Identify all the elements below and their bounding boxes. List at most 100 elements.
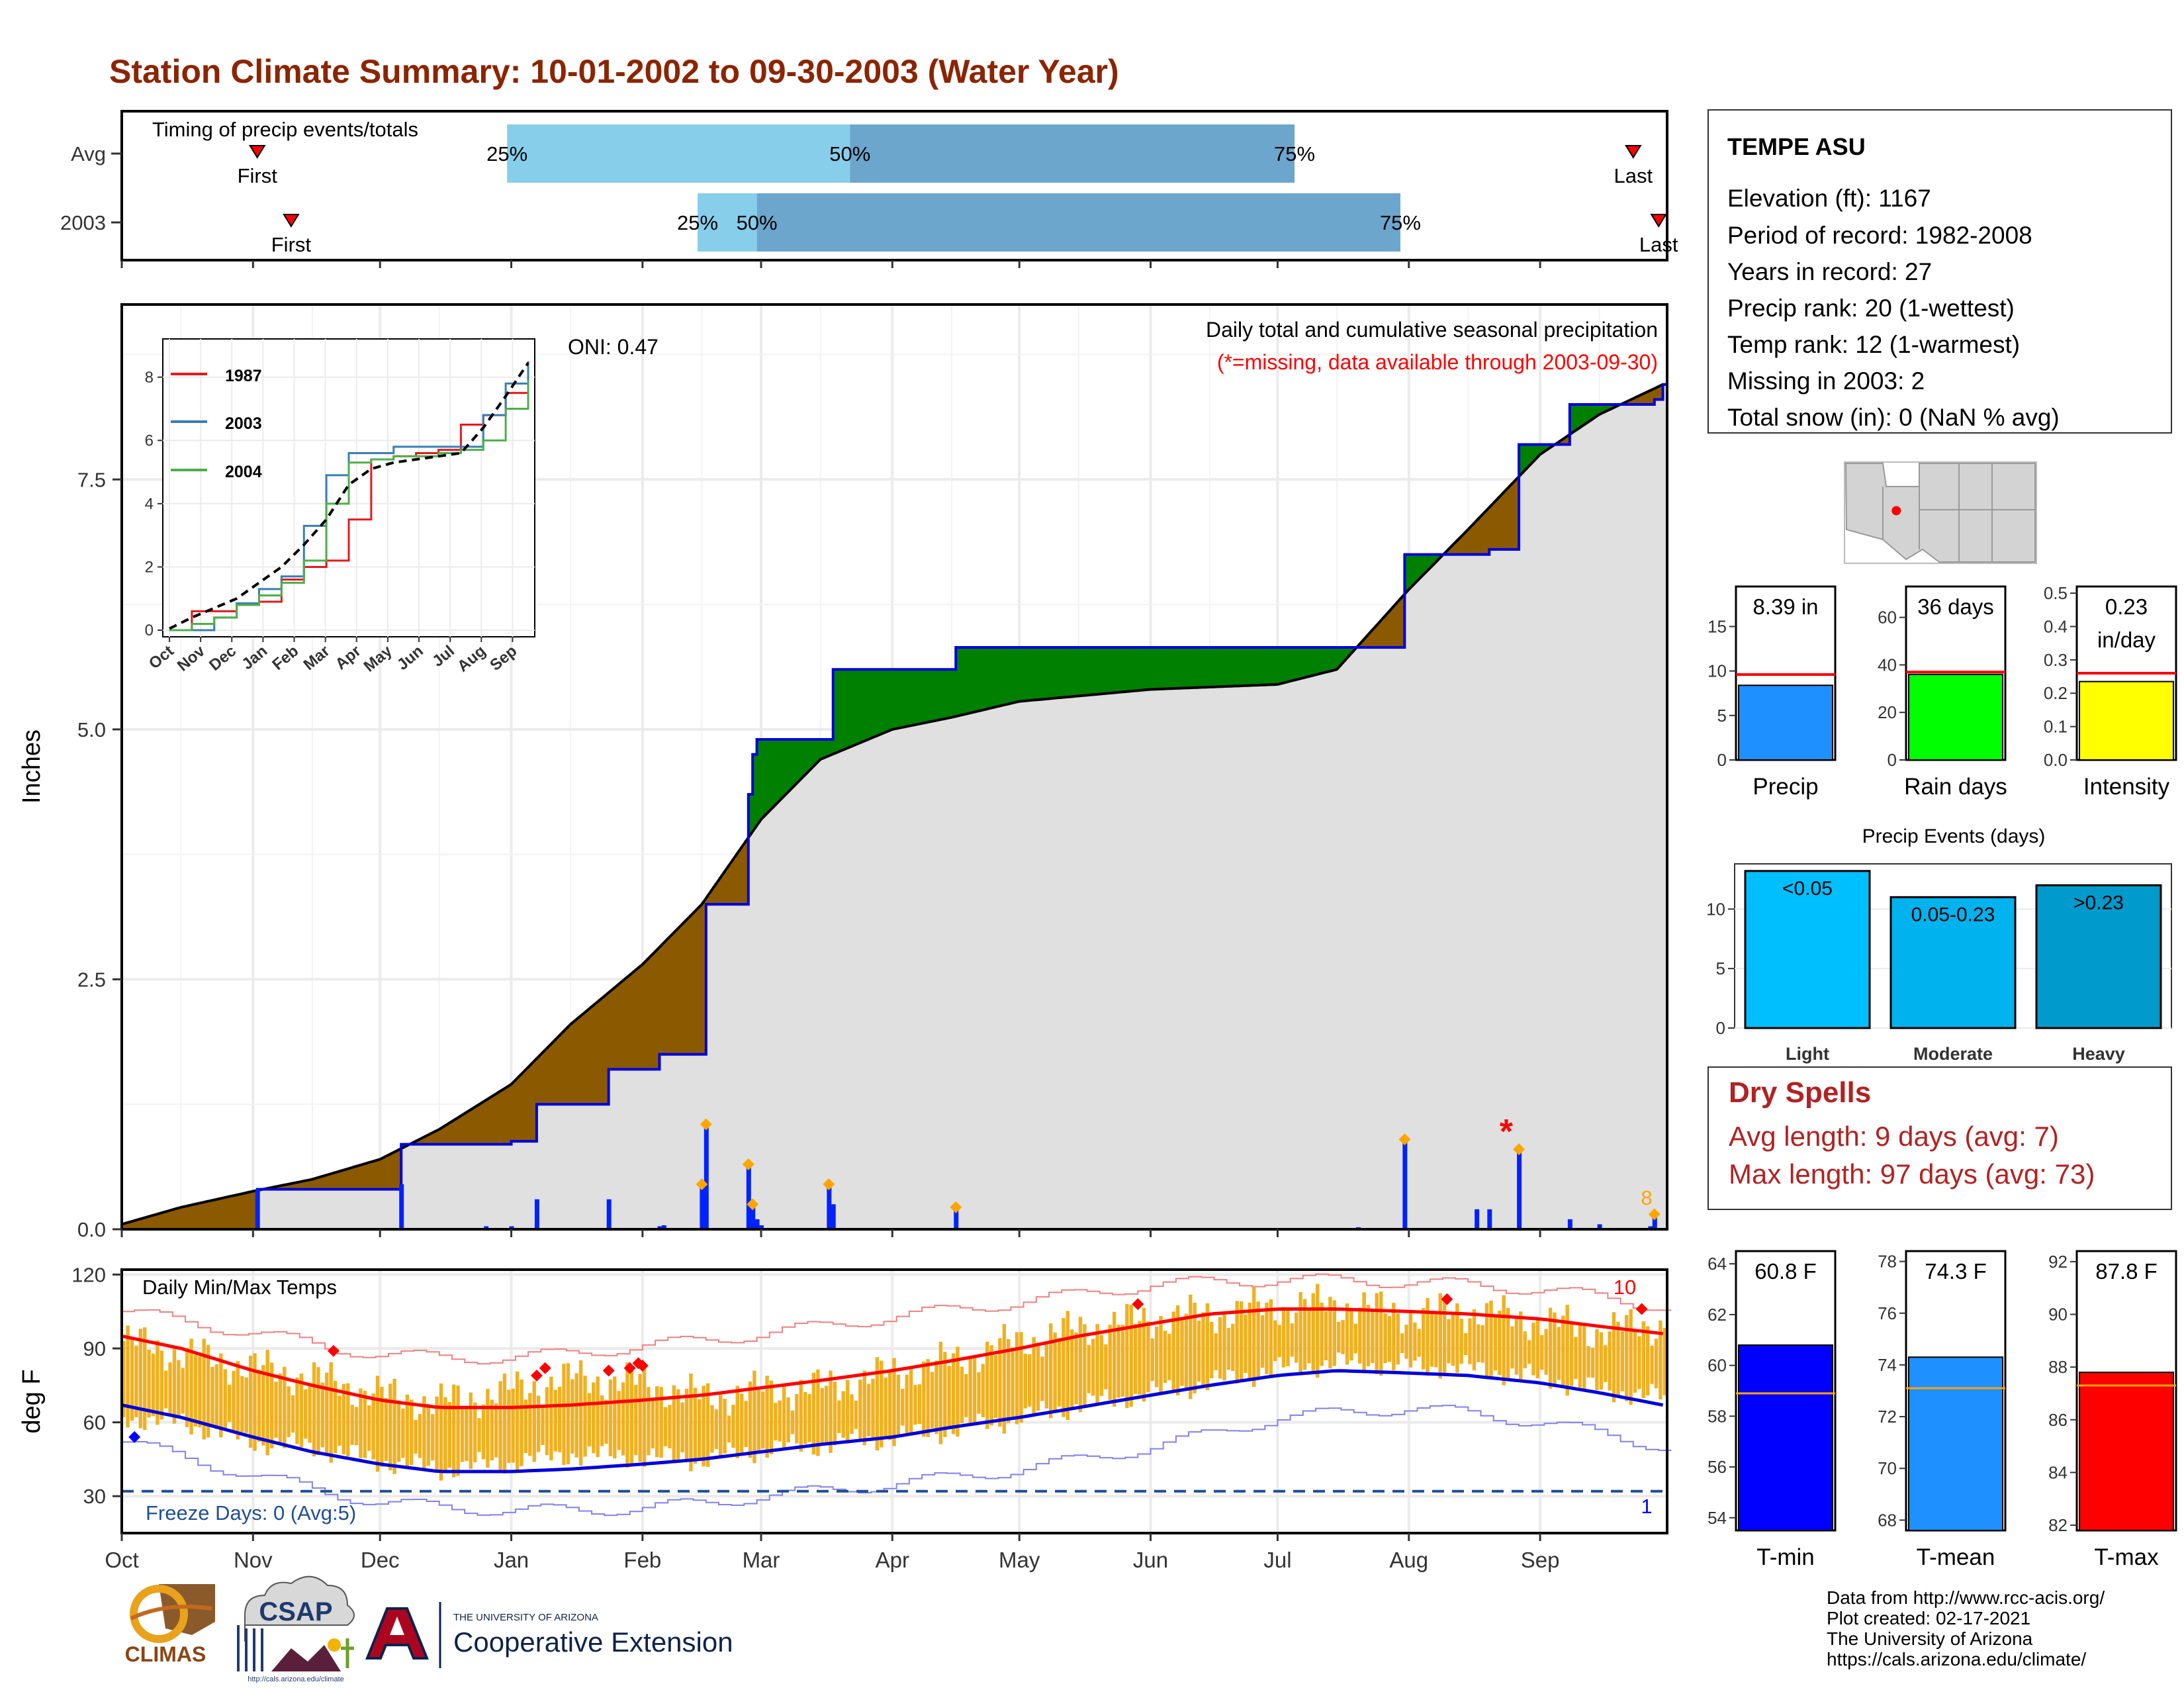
precip-above-normal-segment	[799, 739, 804, 779]
temp-daily-bar	[574, 1373, 578, 1458]
precip-above-normal-segment	[1307, 647, 1312, 677]
temp-daily-bar	[1328, 1297, 1332, 1369]
precip-above-normal-segment	[972, 647, 978, 712]
record-low-count: 1	[1641, 1495, 1652, 1518]
station-missing: Missing in 2003: 2	[1727, 367, 1925, 395]
precip-below-normal-segment	[740, 847, 745, 905]
precip-events-title: Precip Events (days)	[1862, 825, 2046, 847]
precip-normal-area-segment	[977, 710, 982, 1229]
precip-normal-area-segment	[1099, 694, 1105, 1229]
precip-normal-area-segment	[684, 1054, 690, 1229]
temp-daily-bar	[943, 1352, 947, 1437]
temp-daily-bar	[240, 1376, 244, 1432]
temp-daily-bar	[993, 1354, 998, 1419]
precip-normal-area-segment	[1142, 690, 1147, 1229]
temp-daily-bar	[896, 1374, 901, 1435]
temp-daily-bar	[1498, 1311, 1502, 1376]
precip-below-normal-segment	[1646, 391, 1651, 405]
temp-daily-bar	[1265, 1302, 1269, 1374]
temp-daily-bar	[663, 1407, 668, 1446]
precip-below-normal-segment	[1489, 505, 1494, 550]
temp-daily-bar	[1273, 1320, 1277, 1362]
temp-daily-bar	[269, 1362, 274, 1449]
precip-above-normal-segment	[1430, 554, 1435, 566]
temp-daily-bar	[1260, 1315, 1265, 1368]
precip-below-normal-segment	[587, 1008, 592, 1105]
temp-daily-bar	[414, 1419, 418, 1454]
precip-normal-area-segment	[574, 1104, 580, 1229]
precip-normal-area-segment	[557, 1104, 563, 1229]
precip-normal-area-segment	[989, 708, 995, 1229]
temp-daily-bar	[557, 1386, 562, 1452]
precip-normal-area-segment	[1341, 662, 1346, 1229]
temp-daily-bar	[507, 1389, 511, 1463]
precip-normal-area-segment	[833, 753, 838, 1229]
temp-daily-bar	[913, 1385, 917, 1425]
temp-daily-bar	[1502, 1295, 1506, 1385]
precip-above-normal-segment	[947, 669, 952, 718]
temp-summary-t-min-y-tick-label: 62	[1707, 1305, 1727, 1325]
temp-daily-bar	[232, 1370, 236, 1432]
precip-above-normal-segment	[1193, 647, 1198, 688]
temp-summary-t-min-y-tick-label: 56	[1707, 1457, 1727, 1477]
precip-normal-area-segment	[1442, 554, 1447, 1229]
precip-above-normal-segment	[1129, 647, 1134, 692]
station-period: Period of record: 1982-2008	[1727, 222, 2032, 249]
precip-below-normal-segment	[414, 1141, 419, 1145]
precip-below-normal-segment	[1654, 387, 1659, 400]
precip-normal-area-segment	[845, 747, 850, 1229]
precip-above-normal-segment	[833, 669, 838, 753]
precip-normal-area-segment	[1231, 686, 1236, 1229]
precip-below-normal-segment	[325, 1174, 330, 1190]
precip-normal-area-segment	[1595, 416, 1600, 1229]
precip-below-normal-segment	[1451, 544, 1456, 555]
events-bin-label-light: <0.05	[1782, 878, 1833, 900]
precip-normal-area-segment	[938, 719, 944, 1229]
temp-daily-bar	[359, 1388, 363, 1458]
precip-normal-area-segment	[1332, 670, 1338, 1229]
precip-normal-area-segment	[803, 774, 808, 1229]
precip-above-normal-segment	[1248, 647, 1253, 686]
precip-above-normal-segment	[401, 1144, 406, 1148]
precip-below-normal-segment	[684, 919, 690, 1055]
precip-above-normal-segment	[1582, 404, 1588, 425]
precip-above-normal-segment	[748, 794, 753, 835]
events-category-label-light: Light	[1786, 1044, 1829, 1064]
precip-below-normal-segment	[210, 1200, 216, 1229]
precip-daily-bar	[657, 1226, 662, 1229]
precip-above-normal-segment	[1320, 647, 1325, 673]
precip-normal-area-segment	[1290, 680, 1295, 1229]
temp-daily-bar	[426, 1403, 430, 1466]
precip-summary-rain-days-y-tick-label: 20	[1878, 702, 1897, 722]
precip-normal-area-segment	[1590, 418, 1596, 1229]
precip-normal-area-segment	[308, 1189, 313, 1229]
precip-above-normal-segment	[926, 669, 931, 722]
precip-above-normal-segment	[1078, 647, 1083, 696]
precip-above-normal-segment	[1066, 647, 1071, 697]
precip-normal-area-segment	[714, 904, 719, 1229]
temp-daily-bar	[1455, 1303, 1459, 1373]
temp-daily-bar	[841, 1391, 845, 1438]
temp-daily-bar	[837, 1400, 841, 1433]
temp-summary-t-mean-y-tick-label: 72	[1878, 1407, 1897, 1427]
temp-daily-bar	[1311, 1293, 1316, 1373]
precip-normal-area-segment	[1210, 686, 1215, 1229]
temp-daily-bar	[168, 1362, 172, 1415]
precip-above-normal-segment	[1544, 444, 1549, 451]
precip-above-normal-segment	[871, 669, 876, 737]
precip-normal-area-segment	[1451, 554, 1456, 1229]
precip-below-normal-segment	[418, 1139, 423, 1145]
precip-daily-bar	[704, 1124, 709, 1229]
precip-below-normal-segment	[172, 1209, 177, 1229]
precip-below-normal-segment	[287, 1184, 292, 1190]
precip-normal-area-segment	[655, 1069, 660, 1229]
temp-daily-bar	[866, 1383, 871, 1436]
timing-bar-q3-Avg	[850, 124, 1295, 183]
temp-daily-bar	[892, 1358, 896, 1446]
temp-daily-bar	[760, 1391, 765, 1449]
precip-normal-area-segment	[410, 1144, 415, 1229]
events-category-label-heavy: Heavy	[2072, 1044, 2125, 1064]
temp-summary-t-max-y-tick-label: 90	[2048, 1305, 2068, 1325]
precip-above-normal-segment	[1062, 647, 1067, 698]
temp-daily-bar	[1069, 1329, 1074, 1408]
